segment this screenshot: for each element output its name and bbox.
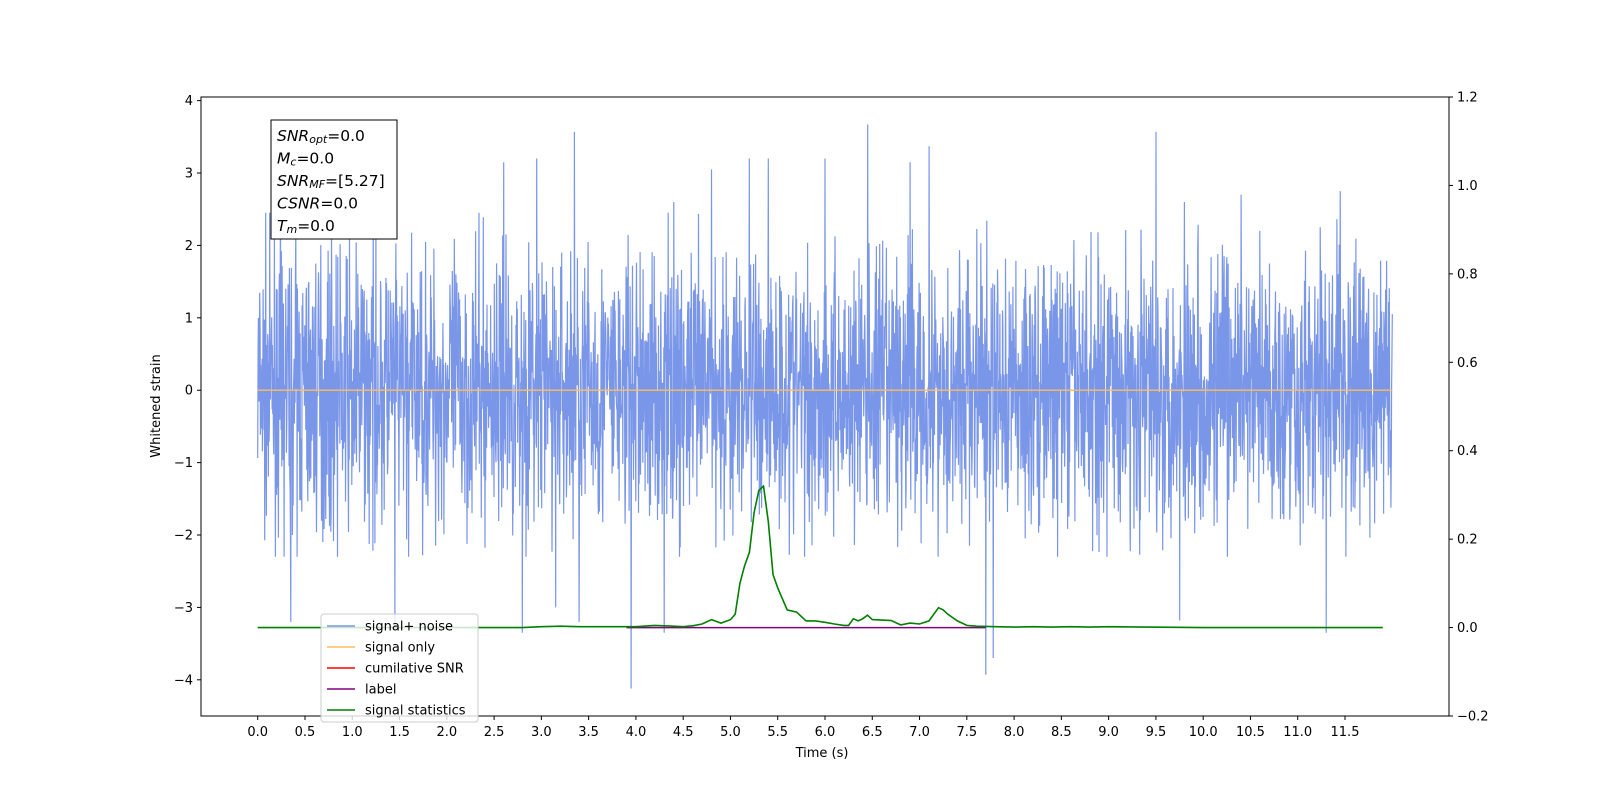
- x-tick-label: 10.5: [1236, 725, 1265, 740]
- x-tick-label: 7.5: [956, 725, 977, 740]
- y2-tick-label: 0.6: [1457, 356, 1478, 371]
- x-tick-label: 9.0: [1098, 725, 1119, 740]
- annotation-line: Mc=0.0: [277, 150, 334, 169]
- x-tick-label: 3.5: [578, 725, 599, 740]
- x-tick-label: 6.5: [862, 725, 883, 740]
- legend: signal+ noise signal only cumilative SNR la…: [320, 613, 479, 723]
- y2-tick-label: 0.4: [1457, 444, 1478, 459]
- x-tick-label: 9.5: [1146, 725, 1167, 740]
- legend-entry-label: signal only: [365, 641, 435, 656]
- annotation-line: CSNR=0.0: [277, 195, 358, 213]
- plot-area: [257, 124, 1393, 689]
- y-tick-label: −1: [174, 456, 193, 471]
- x-tick-label: 1.5: [389, 725, 410, 740]
- x-tick-label: 1.0: [342, 725, 363, 740]
- legend-entry-label: cumilative SNR: [365, 662, 464, 677]
- x-tick-label: 0.0: [247, 725, 268, 740]
- y2-tick-label: 1.2: [1457, 91, 1478, 106]
- x-axis-label: Time (s): [795, 746, 849, 761]
- x-tick-label: 3.0: [531, 725, 552, 740]
- series-signal-statistics: [257, 484, 1383, 629]
- y2-tick-label: −0.2: [1457, 710, 1489, 725]
- x-tick-label: 10.0: [1189, 725, 1218, 740]
- x-tick-label: 6.0: [815, 725, 836, 740]
- x-tick-label: 7.0: [909, 725, 930, 740]
- x-tick-label: 8.0: [1004, 725, 1025, 740]
- legend-entry-label: label: [365, 683, 396, 698]
- y-tick-label: −3: [174, 601, 193, 616]
- annotation-line: SNRopt=0.0: [277, 127, 365, 146]
- annotation-line: Tm=0.0: [277, 217, 335, 236]
- y-tick-label: −2: [174, 529, 193, 544]
- legend-entry-label: signal+ noise: [365, 620, 453, 635]
- y-tick-label: −4: [174, 673, 193, 688]
- y-tick-label: 2: [185, 239, 193, 254]
- y-tick-label: 1: [185, 311, 193, 326]
- legend-entry-label: signal statistics: [365, 704, 466, 719]
- series-signal-noise: [257, 124, 1393, 689]
- x-tick-label: 4.5: [673, 725, 694, 740]
- x-tick-label: 5.5: [767, 725, 788, 740]
- x-tick-label: 11.0: [1283, 725, 1312, 740]
- y-tick-label: 0: [185, 384, 193, 399]
- y-axis-left: 4 3 2 1 0 −1 −2 −3 −4: [174, 94, 201, 688]
- y-tick-label: 3: [185, 167, 193, 182]
- x-tick-label: 2.5: [484, 725, 505, 740]
- x-tick-label: 2.0: [436, 725, 457, 740]
- annotation-box: SNRopt=0.0 Mc=0.0 SNRMF=[5.27] CSNR=0.0 Tm=0…: [270, 119, 398, 240]
- x-tick-label: 5.0: [720, 725, 741, 740]
- y-tick-label: 4: [185, 94, 193, 109]
- x-axis: 0.0 0.5 1.0 1.5 2.0 2.5 3.0 3.5 4.0 4.5 5.0 5.5 6.0 6…: [247, 716, 1359, 740]
- x-tick-label: 11.5: [1331, 725, 1360, 740]
- y-axis-label: Whitened strain: [149, 354, 164, 457]
- y2-tick-label: 0.2: [1457, 533, 1478, 548]
- annotation-line: SNRMF=[5.27]: [277, 172, 385, 191]
- legend-frame: [320, 613, 479, 723]
- y2-tick-label: 0.8: [1457, 267, 1478, 282]
- x-tick-label: 8.5: [1051, 725, 1072, 740]
- y2-tick-label: 1.0: [1457, 179, 1478, 194]
- annotation-frame: [270, 119, 398, 240]
- x-tick-label: 0.5: [295, 725, 316, 740]
- x-tick-label: 4.0: [626, 725, 647, 740]
- y-axis-right: 1.2 1.0 0.8 0.6 0.4 0.2 0.0 −0.2: [1449, 91, 1489, 725]
- y2-tick-label: 0.0: [1457, 621, 1478, 636]
